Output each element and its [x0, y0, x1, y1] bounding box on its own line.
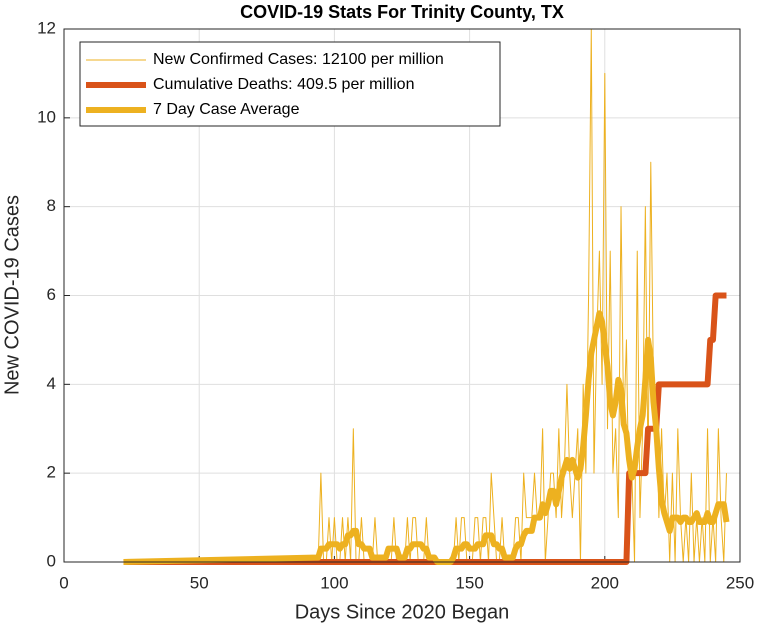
- x-tick-label: 0: [59, 573, 68, 592]
- legend: New Confirmed Cases: 12100 per million Cu…: [79, 41, 501, 127]
- y-tick-label: 0: [47, 551, 56, 570]
- y-tick-label: 4: [47, 374, 56, 393]
- legend-box: [79, 41, 501, 127]
- y-axis-label: New COVID-19 Cases: [1, 195, 23, 395]
- x-axis-label: Days Since 2020 Began: [295, 601, 510, 623]
- y-tick-label: 12: [37, 18, 56, 37]
- y-tick-label: 6: [47, 285, 56, 304]
- legend-label: New Confirmed Cases: 12100 per million: [153, 51, 444, 68]
- x-tick-label: 150: [455, 573, 483, 592]
- x-tick-label: 50: [190, 573, 209, 592]
- axes-box: [63, 28, 741, 563]
- x-tick-label: 200: [591, 573, 619, 592]
- legend-label: Cumulative Deaths: 409.5 per million: [153, 76, 414, 93]
- y-tick-label: 8: [47, 196, 56, 215]
- chart-title: COVID-19 Stats For Trinity County, TX: [240, 2, 564, 22]
- x-tick-label: 100: [320, 573, 348, 592]
- series-line: [123, 310, 730, 565]
- y-tick-label: 10: [37, 107, 56, 126]
- legend-label: 7 Day Case Average: [153, 101, 300, 118]
- x-tick-label: 250: [726, 573, 754, 592]
- y-tick-label: 2: [47, 463, 56, 482]
